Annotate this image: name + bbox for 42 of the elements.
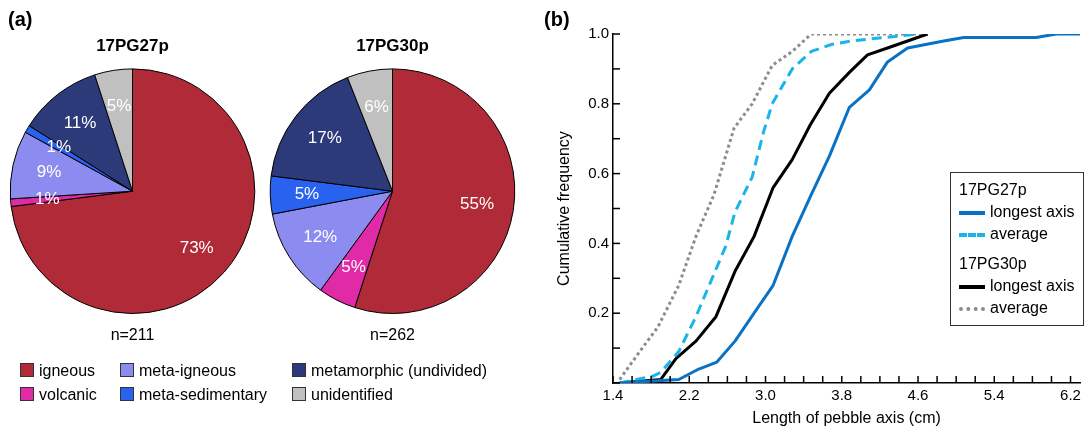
x-tick-label: 5.4 — [983, 386, 1005, 404]
x-axis-title: Length of pebble axis (cm) — [752, 408, 941, 426]
data-label: 73% — [179, 237, 214, 257]
y-tick-label: 0.2 — [588, 303, 609, 321]
legend-label: meta-sedimentary — [138, 386, 269, 405]
legend-label: longest axis — [989, 276, 1075, 296]
text: n=262 — [370, 326, 416, 344]
x-tick-label: 6.2 — [1060, 386, 1081, 404]
data-label: 55% — [460, 194, 495, 214]
text: (b) — [544, 8, 570, 31]
x-tick-label: 2.2 — [678, 386, 700, 404]
y-tick-label: 1.0 — [588, 24, 609, 42]
data-label: 6% — [364, 96, 389, 116]
x-tick-label: 1.4 — [602, 386, 624, 404]
chart-title: 17PG27p — [96, 35, 169, 55]
y-tick-label: 0.6 — [588, 163, 609, 181]
chart-title: 17PG30p — [356, 35, 429, 55]
legend-label: average — [989, 224, 1049, 244]
x-tick-label: 3.0 — [755, 386, 776, 404]
x-tick-label: 4.6 — [907, 386, 929, 404]
y-axis-title: Cumulative frequency — [555, 131, 573, 286]
x-tick-label: 3.8 — [831, 386, 853, 404]
data-label: 5% — [294, 183, 320, 203]
legend-label: meta-igneous — [138, 362, 237, 381]
annotation: 17PG27p — [959, 180, 1028, 200]
text: n=211 — [110, 326, 155, 344]
legend-label: average — [989, 298, 1049, 318]
legend-label: volcanic — [38, 386, 98, 405]
legend-label: metamorphic (undivided) — [310, 362, 489, 381]
data-label: 11% — [63, 113, 97, 133]
data-label: 9% — [36, 162, 62, 182]
data-label: 17% — [307, 128, 342, 148]
text: (a) — [8, 8, 33, 31]
data-label: 12% — [303, 226, 338, 246]
legend-label: igneous — [38, 362, 97, 381]
y-tick-label: 0.4 — [588, 233, 609, 251]
annotation: 17PG30p — [959, 254, 1028, 274]
legend-label: unidentified — [310, 386, 394, 405]
legend-label: longest axis — [989, 202, 1075, 222]
data-label: 5% — [341, 257, 366, 277]
data-label: 5% — [106, 96, 132, 116]
y-tick-label: 0.8 — [588, 93, 609, 111]
